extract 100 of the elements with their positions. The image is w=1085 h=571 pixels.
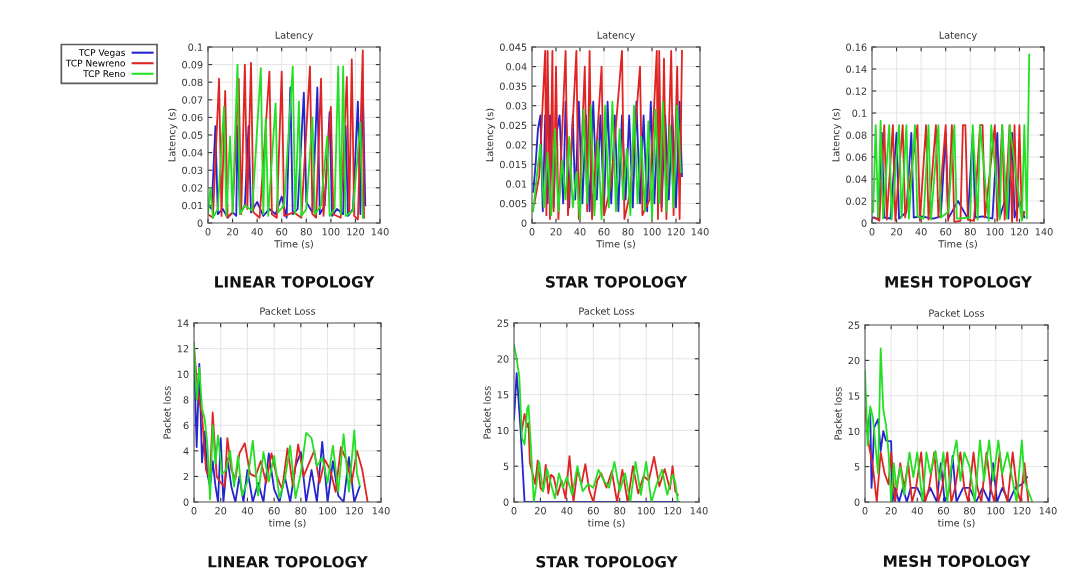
x-tick-label: 120 [664,507,682,515]
y-tick-label: 0.08 [846,131,867,139]
y-tick-label: 0 [503,498,509,506]
x-tick-label: 60 [937,507,949,515]
x-tick-label: 120 [347,228,365,236]
y-tick-label: 0.04 [182,149,203,157]
y-tick-label: 10 [497,426,509,435]
y-tick-label: 0.16 [846,43,867,51]
y-tick-label: 0.04 [506,63,527,71]
y-tick-label: 2 [183,472,189,481]
legend-label: TCP Newreno [65,59,125,67]
y-axis-title: Packet loss [483,386,491,439]
y-tick-label: 0.02 [506,141,527,149]
x-tick-label: 40 [241,507,253,515]
chart-title: Packet Loss [579,307,635,315]
x-tick-label: 20 [534,507,546,515]
y-tick-label: 25 [848,321,860,329]
x-axis-title: Time (s) [596,240,635,249]
y-tick-label: 15 [848,392,860,400]
y-tick-label: 5 [503,462,509,471]
text: MESH TOPOLOGY [884,555,1031,567]
x-tick-label: 140 [690,507,708,515]
y-tick-label: 0 [183,498,189,506]
x-tick-label: 40 [911,507,923,515]
y-tick-label: 0.04 [846,175,867,183]
x-tick-label: 100 [319,507,337,515]
x-tick-label: 120 [1013,507,1031,515]
text: LINEAR TOPOLOGY [208,555,368,568]
x-axis-title: time (s) [268,519,306,528]
y-tick-label: 0.02 [846,197,867,205]
y-axis-title: Packet loss [163,386,171,439]
line-series [865,347,1034,502]
y-tick-label: 0.03 [182,166,203,175]
y-tick-label: 14 [177,319,189,327]
x-tick-label: 40 [574,228,586,236]
x-tick-label: 0 [869,228,875,236]
x-tick-label: 140 [372,507,390,515]
x-tick-label: 140 [371,228,389,236]
x-tick-label: 120 [346,507,363,515]
chart-title: Packet Loss [260,307,316,315]
x-tick-label: 100 [637,507,655,515]
y-tick-label: 0.09 [182,61,203,69]
y-tick-label: 0 [861,219,867,227]
y-tick-label: 0.08 [182,78,203,87]
x-tick-label: 20 [885,507,897,515]
x-tick-label: 40 [251,228,263,236]
x-tick-label: 60 [587,507,599,515]
y-tick-label: 0.045 [499,43,527,51]
y-tick-label: 0 [854,498,860,506]
y-tick-label: 0.07 [182,96,203,104]
y-tick-label: 12 [177,345,189,353]
legend-label: TCP Vegas [78,49,126,58]
x-tick-label: 80 [964,507,976,515]
x-tick-label: 20 [215,507,227,515]
legend-label: TCP Reno [83,70,125,78]
y-tick-label: 0.1 [188,43,203,51]
y-tick-label: 0.06 [846,153,867,161]
y-tick-label: 0.01 [506,180,527,188]
y-tick-label: 15 [497,391,509,399]
y-tick-label: 10 [848,427,860,436]
x-tick-label: 0 [205,228,211,236]
x-tick-label: 0 [529,228,535,236]
y-tick-label: 5 [854,463,860,471]
x-tick-label: 80 [300,228,312,236]
y-tick-label: 4 [183,447,189,455]
text: STAR TOPOLOGY [536,555,678,568]
y-tick-label: 0.06 [182,113,203,122]
x-tick-label: 20 [891,228,903,236]
x-tick-label: 60 [940,228,952,236]
y-tick-label: 0.015 [499,160,527,169]
x-tick-label: 140 [691,228,709,236]
y-tick-label: 0.02 [182,184,203,192]
y-tick-label: 0.035 [499,82,527,90]
y-tick-label: 0.01 [182,201,203,210]
chart-title: Latency [597,31,635,41]
y-tick-label: 6 [183,421,189,430]
y-axis-title: Latency (s) [167,108,178,162]
y-tick-label: 0.03 [506,102,527,110]
text: STAR TOPOLOGY [546,276,688,288]
y-tick-label: 20 [848,356,860,365]
x-tick-label: 140 [1035,228,1053,236]
x-tick-label: 60 [268,507,280,515]
y-tick-label: 0.05 [182,131,203,139]
x-tick-label: 100 [986,228,1004,236]
x-tick-label: 100 [987,507,1005,515]
x-axis-title: time (s) [937,519,975,528]
x-tick-label: 20 [227,228,239,236]
x-tick-label: 40 [915,228,927,236]
x-tick-label: 120 [1011,228,1029,236]
y-tick-label: 0.025 [499,121,527,130]
chart-title: Latency [939,31,977,41]
text: LINEAR TOPOLOGY [215,276,375,288]
y-axis-title: Packet loss [834,387,842,440]
x-tick-label: 80 [295,507,307,515]
y-tick-label: 0 [197,219,203,227]
chart-title: Packet Loss [929,309,985,317]
x-axis-title: Time (s) [938,240,977,249]
text: MESH TOPOLOGY [885,276,1033,288]
y-tick-label: 0.14 [846,65,867,73]
y-tick-label: 0.005 [499,199,527,208]
